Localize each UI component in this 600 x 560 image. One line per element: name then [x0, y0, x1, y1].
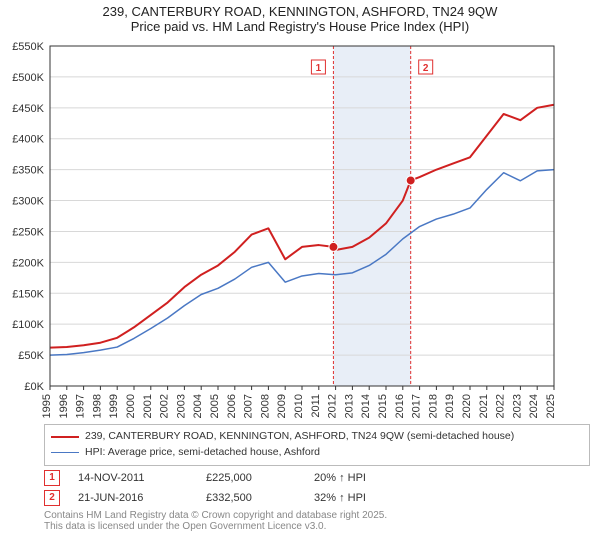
svg-text:2001: 2001 — [142, 394, 154, 418]
svg-text:£400K: £400K — [12, 134, 44, 146]
legend: 239, CANTERBURY ROAD, KENNINGTON, ASHFOR… — [44, 424, 590, 466]
legend-label: HPI: Average price, semi-detached house,… — [85, 445, 320, 461]
sale-marker: 1 — [44, 470, 60, 486]
svg-text:2011: 2011 — [310, 394, 322, 418]
svg-text:2021: 2021 — [478, 394, 490, 418]
sale-row: 1 14-NOV-2011 £225,000 20% ↑ HPI — [44, 470, 590, 486]
svg-text:2006: 2006 — [226, 394, 238, 418]
svg-text:2: 2 — [423, 63, 429, 74]
svg-text:2025: 2025 — [545, 394, 557, 418]
svg-text:1: 1 — [316, 63, 322, 74]
svg-text:2020: 2020 — [461, 394, 473, 418]
svg-text:2013: 2013 — [343, 394, 355, 418]
svg-text:2007: 2007 — [243, 394, 255, 418]
svg-text:2009: 2009 — [276, 394, 288, 418]
legend-item: 239, CANTERBURY ROAD, KENNINGTON, ASHFOR… — [51, 429, 583, 445]
svg-text:2014: 2014 — [360, 394, 372, 418]
sale-price: £332,500 — [206, 492, 296, 504]
sale-row: 2 21-JUN-2016 £332,500 32% ↑ HPI — [44, 490, 590, 506]
svg-text:£150K: £150K — [12, 288, 44, 300]
svg-text:2003: 2003 — [175, 394, 187, 418]
sale-date: 21-JUN-2016 — [78, 492, 188, 504]
svg-text:£500K: £500K — [12, 72, 44, 84]
svg-text:2019: 2019 — [444, 394, 456, 418]
svg-text:2016: 2016 — [394, 394, 406, 418]
svg-text:2018: 2018 — [427, 394, 439, 418]
svg-text:£0K: £0K — [24, 381, 44, 393]
svg-text:2022: 2022 — [495, 394, 507, 418]
attribution: Contains HM Land Registry data © Crown c… — [44, 510, 590, 532]
svg-text:2005: 2005 — [209, 394, 221, 418]
svg-text:£350K: £350K — [12, 165, 44, 177]
svg-text:2015: 2015 — [377, 394, 389, 418]
svg-text:1998: 1998 — [91, 394, 103, 418]
sale-marker: 2 — [44, 490, 60, 506]
svg-text:2008: 2008 — [259, 394, 271, 418]
legend-label: 239, CANTERBURY ROAD, KENNINGTON, ASHFOR… — [85, 429, 514, 445]
sales-table: 1 14-NOV-2011 £225,000 20% ↑ HPI 2 21-JUN-201… — [44, 470, 590, 506]
svg-text:£250K: £250K — [12, 226, 44, 238]
line-chart: £0K £50K £100K £150K £200K £250K £300K £350K £40… — [0, 38, 560, 418]
svg-text:£550K: £550K — [12, 41, 44, 53]
sale-date: 14-NOV-2011 — [78, 472, 188, 484]
legend-swatch — [51, 452, 79, 453]
legend-item: HPI: Average price, semi-detached house,… — [51, 445, 583, 461]
svg-text:2010: 2010 — [293, 394, 305, 418]
svg-text:£450K: £450K — [12, 103, 44, 115]
svg-text:2004: 2004 — [192, 394, 204, 418]
legend-swatch — [51, 436, 79, 438]
svg-text:2000: 2000 — [125, 394, 137, 418]
svg-text:£200K: £200K — [12, 257, 44, 269]
chart-title: 239, CANTERBURY ROAD, KENNINGTON, ASHFOR… — [0, 0, 600, 36]
sale-price: £225,000 — [206, 472, 296, 484]
title-line-2: Price paid vs. HM Land Registry's House … — [0, 19, 600, 34]
svg-text:2024: 2024 — [528, 394, 540, 418]
svg-text:1996: 1996 — [58, 394, 70, 418]
svg-text:£50K: £50K — [18, 350, 44, 362]
svg-text:£300K: £300K — [12, 196, 44, 208]
title-line-1: 239, CANTERBURY ROAD, KENNINGTON, ASHFOR… — [0, 4, 600, 19]
svg-text:2017: 2017 — [411, 394, 423, 418]
svg-text:1995: 1995 — [41, 394, 53, 418]
svg-text:2002: 2002 — [159, 394, 171, 418]
svg-text:1999: 1999 — [108, 394, 120, 418]
attribution-line-1: Contains HM Land Registry data © Crown c… — [44, 510, 590, 521]
svg-text:2023: 2023 — [511, 394, 523, 418]
svg-text:1997: 1997 — [75, 394, 87, 418]
sale-delta: 20% ↑ HPI — [314, 472, 366, 484]
svg-text:£100K: £100K — [12, 319, 44, 331]
svg-text:2012: 2012 — [327, 394, 339, 418]
sale-delta: 32% ↑ HPI — [314, 492, 366, 504]
attribution-line-2: This data is licensed under the Open Gov… — [44, 521, 590, 532]
chart-area: £0K £50K £100K £150K £200K £250K £300K £350K £40… — [0, 38, 560, 418]
